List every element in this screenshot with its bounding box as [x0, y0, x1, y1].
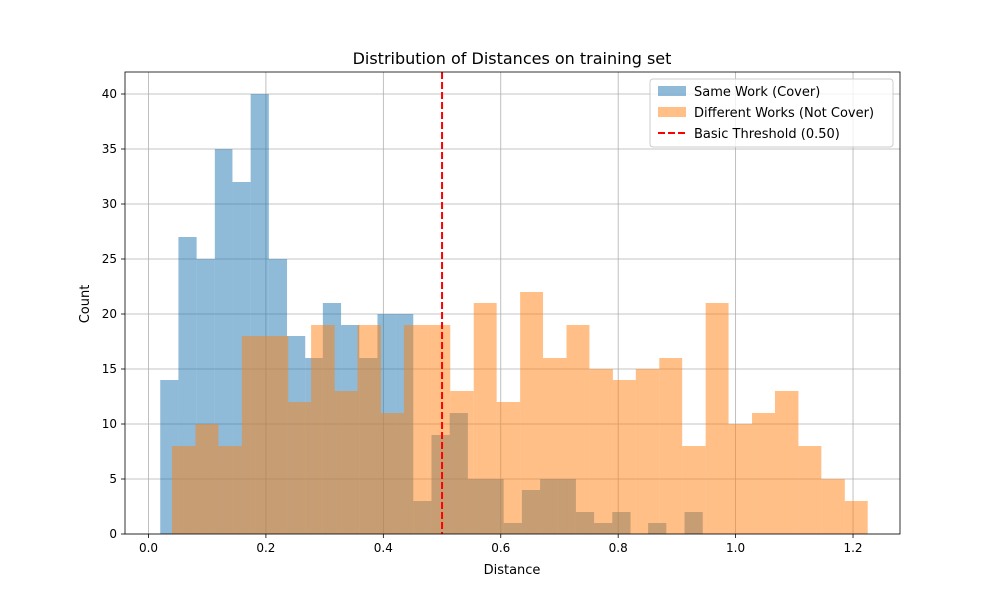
- histogram-bar: [520, 292, 544, 534]
- y-tick-label: 0: [109, 527, 117, 541]
- x-tick-label: 0.4: [374, 541, 393, 555]
- axis-ticks: 0.0 0.2 0.4 0.6 0.8 1.0 1.2 0 5 10 15 20 25 30 35 40: [102, 87, 863, 555]
- histogram-bar: [214, 149, 233, 534]
- histogram-bar: [357, 325, 381, 534]
- plot-frame: [124, 71, 901, 535]
- x-tick-label: 0.8: [609, 541, 628, 555]
- histogram-bar: [403, 325, 428, 534]
- x-tick-label: 1.2: [843, 541, 862, 555]
- y-tick-label: 20: [102, 307, 117, 321]
- histogram-bar: [589, 369, 613, 534]
- legend-label-0: Same Work (Cover): [694, 85, 820, 100]
- histogram-bar: [427, 325, 451, 534]
- y-tick-label: 30: [102, 197, 117, 211]
- legend-threshold-label: Basic Threshold (0.50): [694, 127, 840, 142]
- histogram-bar: [496, 402, 521, 534]
- legend-label-1: Different Works (Not Cover): [694, 106, 874, 121]
- histogram-bars: [160, 94, 868, 534]
- x-tick-label: 0.0: [139, 541, 158, 555]
- legend-swatch-1: [658, 107, 686, 117]
- histogram-bar: [612, 380, 636, 534]
- histogram-bar: [821, 479, 845, 534]
- histogram-bar: [218, 446, 242, 534]
- series-1-bars: [171, 292, 868, 534]
- x-tick-label: 0.2: [256, 541, 275, 555]
- histogram-bar: [635, 369, 660, 534]
- histogram-bar: [659, 358, 683, 534]
- histogram-bar: [171, 446, 196, 534]
- histogram-bar: [705, 303, 729, 534]
- y-tick-label: 40: [102, 87, 117, 101]
- histogram-bar: [774, 391, 799, 534]
- histogram-bar: [241, 336, 265, 534]
- legend: Same Work (Cover) Different Works (Not Co…: [649, 78, 894, 148]
- y-tick-label: 10: [102, 417, 117, 431]
- x-tick-label: 0.6: [491, 541, 510, 555]
- histogram-bar: [844, 501, 868, 534]
- x-axis-label: Distance: [484, 563, 541, 578]
- histogram-bar: [288, 402, 312, 534]
- x-tick-label: 1.0: [726, 541, 745, 555]
- y-tick-label: 25: [102, 252, 117, 266]
- chart-title: Distribution of Distances on training se…: [353, 49, 672, 68]
- histogram-bar: [311, 325, 335, 534]
- axes: [124, 71, 901, 535]
- legend-swatch-0: [658, 86, 686, 96]
- histogram-bar: [334, 391, 358, 534]
- y-axis-label: Count: [78, 285, 93, 324]
- y-tick-label: 15: [102, 362, 117, 376]
- histogram-bar: [473, 303, 497, 534]
- histogram-bar: [543, 358, 567, 534]
- histogram-bar: [264, 336, 289, 534]
- legend-box: [649, 78, 894, 148]
- histogram-bar: [380, 413, 404, 534]
- y-tick-label: 5: [109, 472, 117, 486]
- histogram-bar: [752, 413, 775, 534]
- y-tick-label: 35: [102, 142, 117, 156]
- histogram-bar: [450, 391, 474, 534]
- histogram-bar: [566, 325, 590, 534]
- histogram-bar: [195, 424, 219, 534]
- histogram-bar: [798, 446, 822, 534]
- histogram-bar: [682, 446, 706, 534]
- histogram-bar: [728, 424, 753, 534]
